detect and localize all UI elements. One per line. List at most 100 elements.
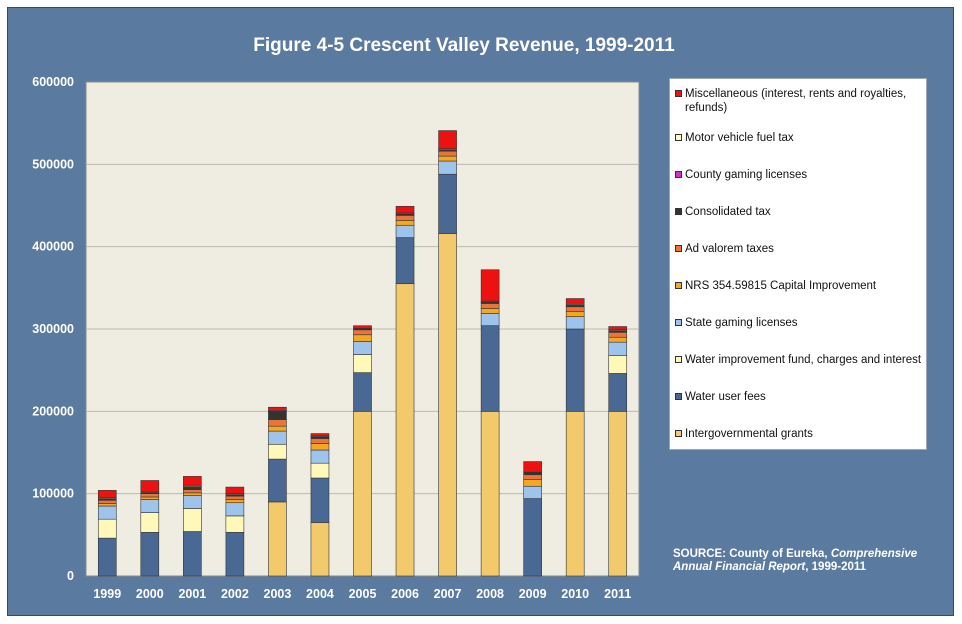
bar-segment <box>608 331 628 338</box>
legend-item: NRS 354.59815 Capital Improvement <box>675 279 922 293</box>
y-tick-label: 300000 <box>32 322 74 336</box>
bar-segment <box>268 419 287 427</box>
bar-segment <box>608 341 628 356</box>
legend-label: State gaming licenses <box>685 317 798 329</box>
bar-segment <box>225 502 245 517</box>
legend-label: County gaming licenses <box>685 169 808 181</box>
bar-segment <box>395 283 415 577</box>
bar-segment <box>480 303 500 309</box>
legend-item: Miscellaneous (interest, rents and royal… <box>675 87 922 115</box>
source-prefix: SOURCE: County of Eureka, <box>673 548 831 560</box>
y-axis-ticks: 0 100000 200000 300000 400000 500000 600000 <box>32 75 74 583</box>
bar-segment <box>225 515 245 533</box>
bar-segment <box>438 160 457 175</box>
bar-segment <box>395 224 415 238</box>
legend-item: County gaming licenses <box>675 168 922 182</box>
bar-segment <box>523 479 542 487</box>
bar-segment <box>480 269 500 302</box>
x-tick-label: 2006 <box>391 587 419 601</box>
x-tick-label: 2007 <box>434 587 462 601</box>
bar-segment <box>183 492 202 496</box>
bar-segment <box>608 411 628 577</box>
legend-item: Ad valorem taxes <box>675 242 922 256</box>
bar-segment <box>225 486 245 494</box>
legend: Miscellaneous (interest, rents and royal… <box>669 78 927 450</box>
bar-segment <box>395 206 415 214</box>
bars <box>97 130 628 577</box>
bar-segment <box>268 443 287 460</box>
bar-segment <box>353 334 372 342</box>
bar-segment <box>480 308 500 314</box>
legend-label: NRS 354.59815 Capital Improvement <box>685 280 877 292</box>
bar-segment <box>310 522 330 577</box>
y-tick-label: 0 <box>67 569 74 583</box>
bar-segment <box>140 512 160 533</box>
bar-segment <box>565 306 585 313</box>
bar-segment <box>310 433 330 437</box>
bar-segment <box>225 532 245 577</box>
bar-segment <box>97 503 117 507</box>
bar-segment <box>438 150 457 157</box>
x-tick-label: 2002 <box>221 587 249 601</box>
x-tick-label: 2000 <box>136 587 164 601</box>
source-title: Comprehensive Annual Financial Report <box>673 548 918 573</box>
bar-segment <box>140 480 160 493</box>
bar-segment <box>565 316 585 330</box>
bar-segment <box>565 298 585 305</box>
legend-item: Intergovernmental grants <box>675 427 922 441</box>
legend-item: Motor vehicle fuel tax <box>675 131 922 145</box>
y-tick-label: 600000 <box>32 75 74 89</box>
legend-swatch <box>675 245 682 252</box>
bar-segment <box>183 476 202 487</box>
legend-label: Consolidated tax <box>685 206 771 218</box>
legend-label: Intergovernmental grants <box>685 428 813 440</box>
legend-item: State gaming licenses <box>675 316 922 330</box>
legend-swatch <box>675 393 682 400</box>
bar-segment <box>395 215 415 221</box>
bar-segment <box>523 474 542 480</box>
y-tick-label: 200000 <box>32 404 74 418</box>
bar-segment <box>353 329 372 336</box>
x-tick-label: 2009 <box>519 587 547 601</box>
bar-segment <box>523 485 542 499</box>
y-tick-label: 100000 <box>32 487 74 501</box>
bar-segment <box>225 499 245 504</box>
bar-segment <box>608 336 628 343</box>
bar-segment <box>140 499 160 513</box>
x-tick-label: 2008 <box>476 587 504 601</box>
x-tick-label: 2004 <box>306 587 334 601</box>
bar-segment <box>140 532 160 577</box>
chart-title: Figure 4-5 Crescent Valley Revenue, 1999… <box>253 35 675 56</box>
x-tick-label: 2005 <box>349 587 377 601</box>
legend-label: Water improvement fund, charges and inte… <box>685 354 922 366</box>
bar-segment <box>310 462 330 479</box>
bar-segment <box>310 438 330 444</box>
bar-segment <box>268 430 287 445</box>
legend-item: Water improvement fund, charges and inte… <box>675 353 922 367</box>
legend-swatch <box>675 319 682 326</box>
bar-segment <box>480 411 500 577</box>
x-tick-label: 2003 <box>264 587 292 601</box>
bar-segment <box>183 489 202 494</box>
bar-segment <box>268 501 287 577</box>
bar-segment <box>183 508 202 532</box>
source-note: SOURCE: County of Eureka, Comprehensive … <box>673 548 933 574</box>
bar-segment <box>268 411 287 420</box>
bar-segment <box>438 233 457 577</box>
bar-segment <box>523 461 542 472</box>
legend-swatch <box>675 171 682 178</box>
bar-segment <box>140 496 160 500</box>
bar-segment <box>183 531 202 577</box>
bar-segment <box>310 477 330 523</box>
legend-item: Water user fees <box>675 390 922 404</box>
bar-segment <box>438 173 457 234</box>
source-suffix: , 1999-2011 <box>805 561 867 573</box>
bar-segment <box>565 311 585 317</box>
bar-segment <box>353 354 372 373</box>
x-tick-label: 2010 <box>561 587 589 601</box>
bar-segment <box>608 355 628 374</box>
legend-swatch <box>675 208 682 215</box>
bar-segment <box>183 495 202 509</box>
bar-segment <box>480 313 500 327</box>
